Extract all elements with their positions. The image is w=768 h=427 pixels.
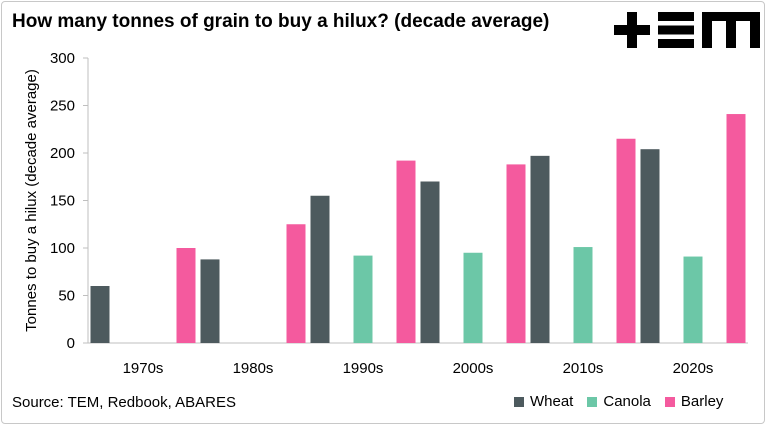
source-note: Source: TEM, Redbook, ABARES: [12, 394, 236, 411]
y-axis-title: Tonnes to buy a hilux (decade average): [23, 69, 40, 332]
legend-item-canola: Canola: [587, 393, 651, 410]
bar-canola: [573, 247, 593, 343]
bar-barley: [726, 114, 746, 343]
x-tick-label: 2000s: [453, 360, 494, 377]
bar-barley: [616, 138, 636, 343]
bar-wheat: [420, 181, 440, 343]
bar-barley: [176, 248, 196, 343]
x-tick-label: 1970s: [123, 360, 164, 377]
bar-canola: [683, 256, 703, 343]
legend-swatch: [587, 396, 598, 407]
legend: Wheat Canola Barley: [514, 393, 723, 410]
y-tick-label: 100: [50, 240, 75, 257]
chart-title: How many tonnes of grain to buy a hilux?…: [12, 11, 550, 32]
y-tick-label: 300: [50, 50, 75, 67]
legend-swatch: [664, 396, 675, 407]
y-tick-label: 250: [50, 98, 75, 115]
x-tick-label: 1990s: [343, 360, 384, 377]
y-tick-label: 200: [50, 145, 75, 162]
bar-barley: [396, 160, 416, 343]
legend-swatch: [514, 396, 524, 407]
y-tick-label: 0: [67, 335, 75, 352]
bar-wheat: [90, 286, 110, 343]
legend-item-wheat: Wheat: [514, 393, 573, 410]
bar-canola: [463, 252, 483, 343]
bar-barley: [286, 224, 306, 343]
bar-canola: [353, 255, 373, 343]
bar-barley: [506, 164, 526, 343]
brand-logo: [614, 12, 760, 48]
legend-label: Wheat: [530, 393, 574, 410]
y-tick-label: 150: [50, 193, 75, 210]
x-tick-label: 2020s: [673, 360, 714, 377]
y-tick-label: 50: [58, 288, 75, 305]
x-tick-label: 2010s: [563, 360, 604, 377]
bar-wheat: [200, 259, 220, 343]
bar-wheat: [530, 155, 550, 343]
x-tick-label: 1980s: [233, 360, 274, 377]
legend-label: Barley: [680, 393, 724, 410]
bar-wheat: [640, 149, 660, 343]
legend-item-barley: Barley: [664, 393, 724, 410]
bar-wheat: [310, 195, 330, 343]
legend-label: Canola: [603, 393, 651, 410]
